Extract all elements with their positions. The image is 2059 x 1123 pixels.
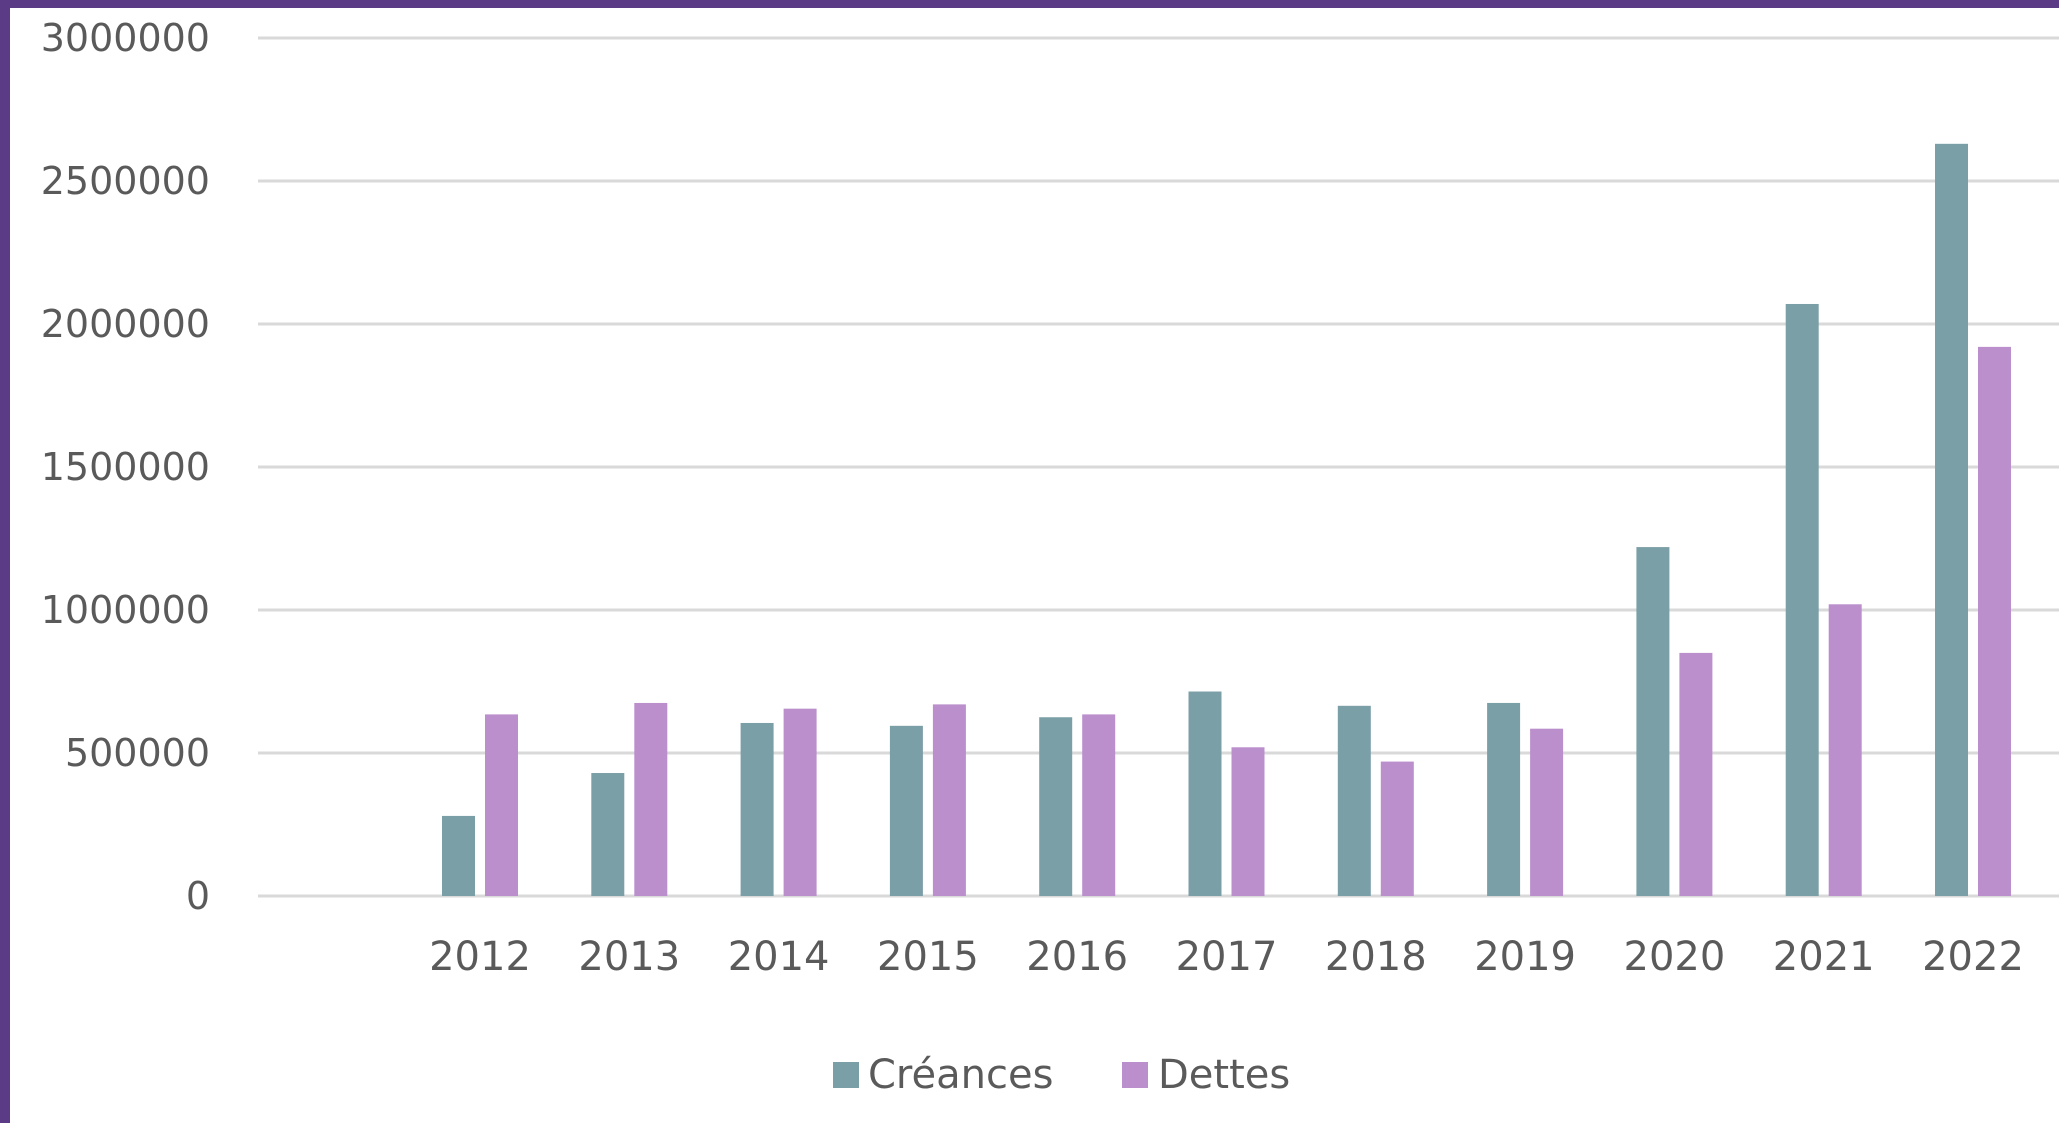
legend: Créances Dettes <box>833 1052 1290 1098</box>
y-tick-label: 1000000 <box>41 588 210 632</box>
bar-creances-2022 <box>1935 143 1968 896</box>
bar-creances-2017 <box>1188 691 1222 896</box>
legend-swatch <box>1122 1062 1148 1088</box>
y-tick-label: 3000000 <box>41 16 210 60</box>
x-axis-tick-labels: 2012 2013 2014 2015 2016 2017 2018 2019 2020 2021… <box>429 934 2024 980</box>
bar-creances-2016 <box>1039 717 1073 896</box>
x-tick-label: 2019 <box>1474 934 1576 980</box>
bar-creances-2012 <box>442 815 475 896</box>
bar-creances-2019 <box>1487 702 1521 896</box>
bar-creances-2018 <box>1337 705 1371 896</box>
x-tick-label: 2022 <box>1922 934 2024 980</box>
bar-creances-2014 <box>740 722 774 896</box>
bar-dettes-2017 <box>1231 747 1265 896</box>
bar-dettes-2019 <box>1530 728 1564 896</box>
x-tick-label: 2015 <box>877 934 979 980</box>
x-tick-label: 2013 <box>578 934 680 980</box>
y-tick-label: 2500000 <box>41 159 210 203</box>
x-tick-label: 2012 <box>429 934 531 980</box>
x-tick-label: 2021 <box>1773 934 1875 980</box>
bar-creances-2020 <box>1636 547 1670 896</box>
bar-dettes-2012 <box>485 714 518 896</box>
legend-label: Dettes <box>1158 1052 1290 1098</box>
bar-dettes-2018 <box>1380 761 1414 896</box>
bar-dettes-2013 <box>634 702 668 896</box>
bar-dettes-2014 <box>783 708 817 896</box>
bar-chart: 0 500000 1000000 1500000 2000000 2500000 30000… <box>41 16 2059 1098</box>
x-tick-label: 2020 <box>1624 934 1726 980</box>
legend-label: Créances <box>868 1052 1053 1098</box>
x-tick-label: 2014 <box>728 934 830 980</box>
bar-dettes-2015 <box>932 704 966 896</box>
x-tick-label: 2016 <box>1026 934 1128 980</box>
gridlines <box>258 36 2059 898</box>
legend-swatch <box>833 1062 859 1088</box>
bar-creances-2013 <box>591 773 625 896</box>
x-tick-label: 2017 <box>1176 934 1278 980</box>
bar-dettes-2020 <box>1679 652 1713 896</box>
y-tick-label: 0 <box>186 874 210 918</box>
y-axis-tick-labels: 0 500000 1000000 1500000 2000000 2500000 30000… <box>41 16 210 918</box>
y-tick-label: 2000000 <box>41 302 210 346</box>
bar-dettes-2021 <box>1828 604 1862 896</box>
chart-panel: 0 500000 1000000 1500000 2000000 2500000 30000… <box>10 8 2059 1123</box>
bar-creances-2021 <box>1785 303 1819 897</box>
bars <box>442 143 2011 897</box>
bar-dettes-2022 <box>1978 346 2011 896</box>
x-tick-label: 2018 <box>1325 934 1427 980</box>
bar-creances-2015 <box>889 725 923 896</box>
y-tick-label: 500000 <box>65 731 210 775</box>
y-tick-label: 1500000 <box>41 445 210 489</box>
bar-dettes-2016 <box>1082 714 1116 896</box>
